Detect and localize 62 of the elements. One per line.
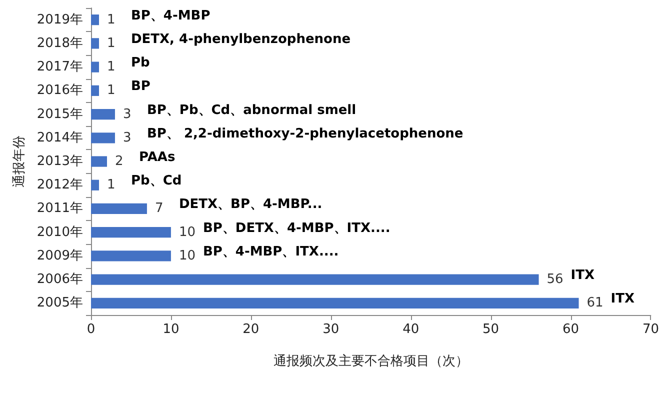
data-label: 61 xyxy=(586,296,604,311)
x-tick-label: 70 xyxy=(642,322,659,337)
annotation: PAAs xyxy=(138,150,176,165)
bar xyxy=(91,38,99,49)
bar xyxy=(91,132,115,144)
data-label: 7 xyxy=(154,201,164,216)
annotation: BP、4-MBP xyxy=(130,8,210,24)
x-tick-label: 30 xyxy=(322,322,340,337)
y-tick-label: 2013年 xyxy=(36,154,83,169)
bar xyxy=(91,14,99,26)
y-tick-label: 2018年 xyxy=(36,36,83,51)
y-tick-label: 2019年 xyxy=(36,12,83,28)
bar xyxy=(91,203,147,214)
annotation: DETX、BP、4-MBP... xyxy=(178,197,322,212)
data-label: 56 xyxy=(546,272,564,288)
data-label: 10 xyxy=(178,248,196,264)
bar xyxy=(91,227,171,238)
y-tick-label: 2016年 xyxy=(36,83,83,98)
annotation: BP、DETX、4-MBP、ITX.... xyxy=(202,220,390,236)
data-label: 10 xyxy=(178,224,196,240)
data-label: 3 xyxy=(122,130,132,146)
annotation: DETX, 4-phenylbenzophenone xyxy=(130,32,351,47)
bar xyxy=(91,274,539,285)
annotation: Pb、Cd xyxy=(130,174,182,189)
x-axis-title: 通报频次及主要不合格项目（次） xyxy=(273,353,468,369)
y-tick-label: 2017年 xyxy=(36,60,83,75)
annotation: BP、Pb、Cd、abnormal smell xyxy=(146,102,356,118)
annotation: ITX xyxy=(610,292,634,307)
x-tick-label: 20 xyxy=(242,322,260,337)
annotation: BP xyxy=(130,79,150,94)
x-tick-label: 50 xyxy=(482,322,500,337)
bar xyxy=(91,108,115,120)
y-tick-label: 2011年 xyxy=(36,201,83,216)
y-tick-label: 2010年 xyxy=(36,224,83,240)
data-label: 2 xyxy=(114,154,124,169)
x-tick-label: 60 xyxy=(562,322,580,337)
y-tick-label: 2012年 xyxy=(36,178,83,193)
annotation: BP、4-MBP、ITX.... xyxy=(202,244,339,260)
bar xyxy=(91,180,99,190)
y-tick-label: 2006年 xyxy=(36,272,83,288)
y-axis-title: 通报年份 xyxy=(12,136,28,188)
data-label: 1 xyxy=(106,12,116,28)
bar xyxy=(91,85,99,96)
y-tick-label: 2015年 xyxy=(36,106,83,122)
bar xyxy=(91,62,99,72)
bar xyxy=(91,250,171,262)
bar xyxy=(91,298,579,309)
data-label: 1 xyxy=(106,60,116,75)
annotation: ITX xyxy=(570,268,595,284)
bar xyxy=(91,156,107,167)
x-tick-label: 10 xyxy=(162,322,180,337)
y-tick-label: 2005年 xyxy=(36,296,83,311)
annotation: BP、 2,2-dimethoxy-2-phenylacetophenone xyxy=(146,126,464,142)
y-tick-label: 2014年 xyxy=(36,130,83,146)
data-label: 3 xyxy=(122,106,132,122)
annotation: Pb xyxy=(130,56,150,71)
data-label: 1 xyxy=(106,83,116,98)
data-label: 1 xyxy=(106,36,116,51)
data-label: 1 xyxy=(106,178,116,193)
x-tick-label: 0 xyxy=(86,322,96,337)
y-tick-label: 2009年 xyxy=(36,248,83,264)
x-tick-label: 40 xyxy=(402,322,420,337)
